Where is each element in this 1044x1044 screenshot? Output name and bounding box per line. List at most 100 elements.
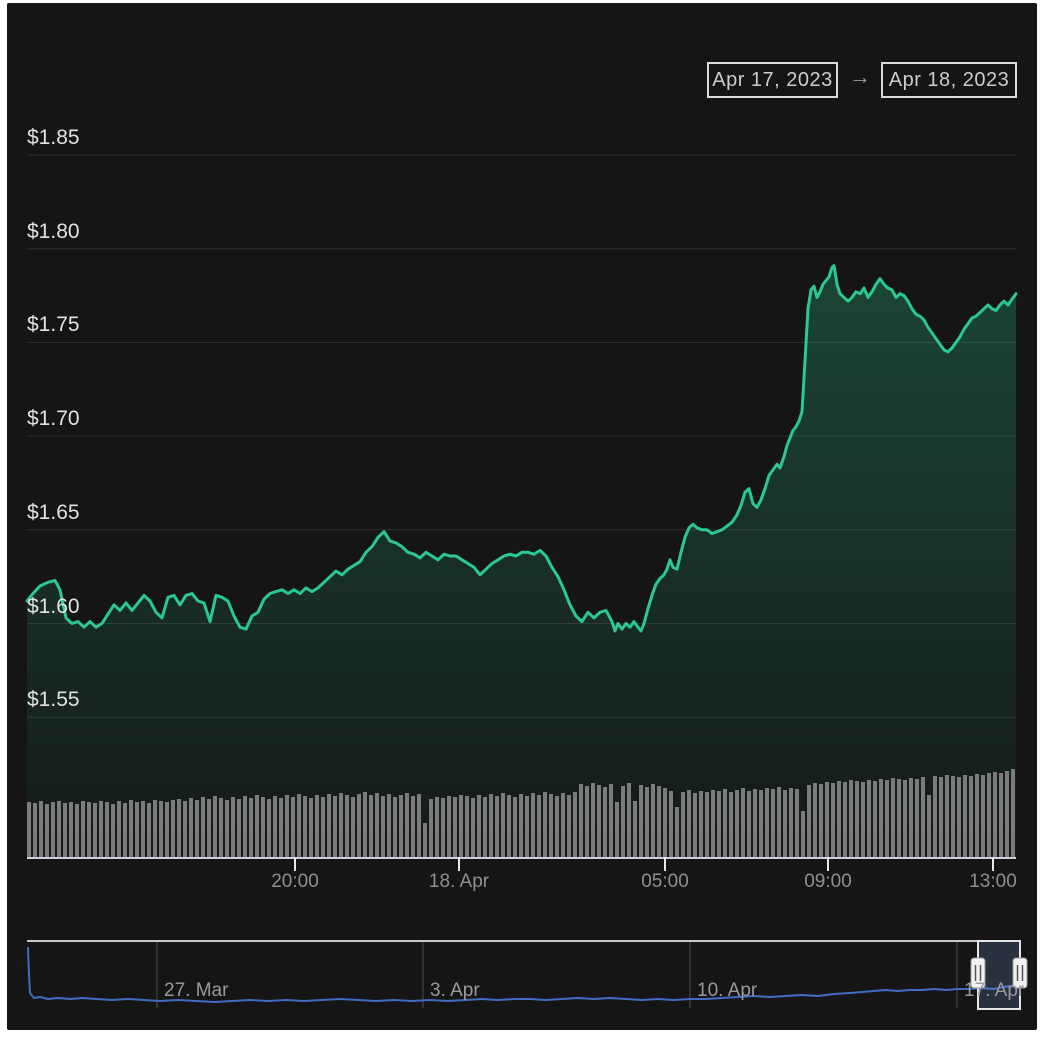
volume-bar	[933, 776, 937, 857]
volume-bar	[477, 795, 481, 857]
volume-bar	[597, 785, 601, 857]
volume-bar	[963, 775, 967, 857]
volume-bar	[987, 773, 991, 857]
volume-bar	[903, 780, 907, 857]
volume-bar	[129, 800, 133, 857]
volume-bar	[657, 786, 661, 857]
volume-bar	[927, 795, 931, 857]
volume-bar	[885, 780, 889, 857]
handle-grip-box[interactable]	[970, 957, 986, 989]
volume-bar	[303, 796, 307, 857]
volume-bar	[297, 794, 301, 857]
volume-bar	[471, 798, 475, 857]
volume-bar	[609, 784, 613, 857]
volume-bar	[615, 802, 619, 857]
volume-bar	[585, 786, 589, 857]
volume-bar	[567, 795, 571, 857]
volume-bar	[201, 797, 205, 857]
volume-bar	[555, 796, 559, 857]
volume-bar	[411, 796, 415, 857]
volume-bar	[441, 798, 445, 857]
volume-bar	[435, 797, 439, 857]
handle-grip-box[interactable]	[1012, 957, 1028, 989]
arrow-right-icon: →	[849, 64, 871, 89]
volume-bar	[603, 787, 607, 857]
volume-bar	[897, 779, 901, 857]
volume-bar	[417, 794, 421, 857]
volume-bar	[111, 804, 115, 857]
volume-bar	[873, 781, 877, 857]
volume-bar	[789, 788, 793, 857]
volume-bar	[273, 796, 277, 857]
volume-bar	[87, 802, 91, 857]
volume-bar	[537, 795, 541, 857]
date-to-input[interactable]: Apr 18, 2023	[881, 62, 1017, 98]
volume-bar	[501, 793, 505, 857]
volume-bar	[399, 795, 403, 857]
volume-bar	[1011, 769, 1015, 857]
volume-bar	[519, 794, 523, 857]
volume-bar	[147, 803, 151, 857]
volume-bar	[63, 803, 67, 857]
date-from-input[interactable]: Apr 17, 2023	[707, 62, 838, 98]
volume-bar	[27, 802, 31, 857]
volume-bar	[363, 792, 367, 857]
volume-bar	[993, 772, 997, 857]
volume-bar	[999, 773, 1003, 857]
volume-bar	[81, 801, 85, 857]
volume-bar	[909, 778, 913, 857]
volume-bar	[849, 780, 853, 857]
volume-bar	[483, 797, 487, 857]
volume-bar	[681, 792, 685, 857]
volume-bar	[777, 787, 781, 857]
volume-bar	[843, 782, 847, 857]
volume-bar	[93, 803, 97, 857]
volume-bar	[261, 797, 265, 857]
volume-bar	[591, 783, 595, 857]
volume-bar	[651, 784, 655, 857]
navigator-line	[27, 946, 1017, 1003]
volume-bar	[183, 801, 187, 857]
volume-bar	[693, 793, 697, 857]
volume-bar	[1005, 771, 1009, 857]
volume-bar	[117, 801, 121, 857]
volume-bar	[255, 795, 259, 857]
volume-bar	[825, 782, 829, 857]
volume-bar	[573, 792, 577, 857]
volume-bar	[39, 801, 43, 857]
volume-bar	[765, 788, 769, 857]
volume-bar	[855, 781, 859, 857]
volume-bar	[741, 788, 745, 857]
volume-bar	[735, 790, 739, 857]
volume-bar	[807, 785, 811, 857]
volume-bar	[171, 800, 175, 857]
volume-bar	[387, 794, 391, 857]
volume-bar	[957, 777, 961, 857]
volume-bar	[177, 799, 181, 857]
volume-bar	[861, 782, 865, 857]
volume-bar	[213, 796, 217, 857]
volume-bar	[75, 804, 79, 857]
volume-bar	[633, 801, 637, 857]
volume-bar	[705, 792, 709, 857]
navigator-handle-left[interactable]	[970, 957, 986, 989]
price-area-fill	[27, 265, 1016, 859]
volume-bar	[345, 795, 349, 857]
volume-bar	[339, 793, 343, 857]
volume-bar	[153, 800, 157, 857]
volume-bar	[207, 799, 211, 857]
volume-bar	[819, 784, 823, 857]
volume-bar	[945, 775, 949, 857]
volume-bar	[687, 790, 691, 857]
volume-bar	[45, 804, 49, 857]
navigator-handle-right[interactable]	[1012, 957, 1028, 989]
volume-bar	[375, 793, 379, 857]
volume-bar	[231, 797, 235, 857]
volume-bar	[333, 796, 337, 857]
volume-bar	[51, 802, 55, 857]
price-line	[25, 264, 1018, 633]
volume-bar	[99, 801, 103, 857]
volume-bar	[69, 802, 73, 857]
